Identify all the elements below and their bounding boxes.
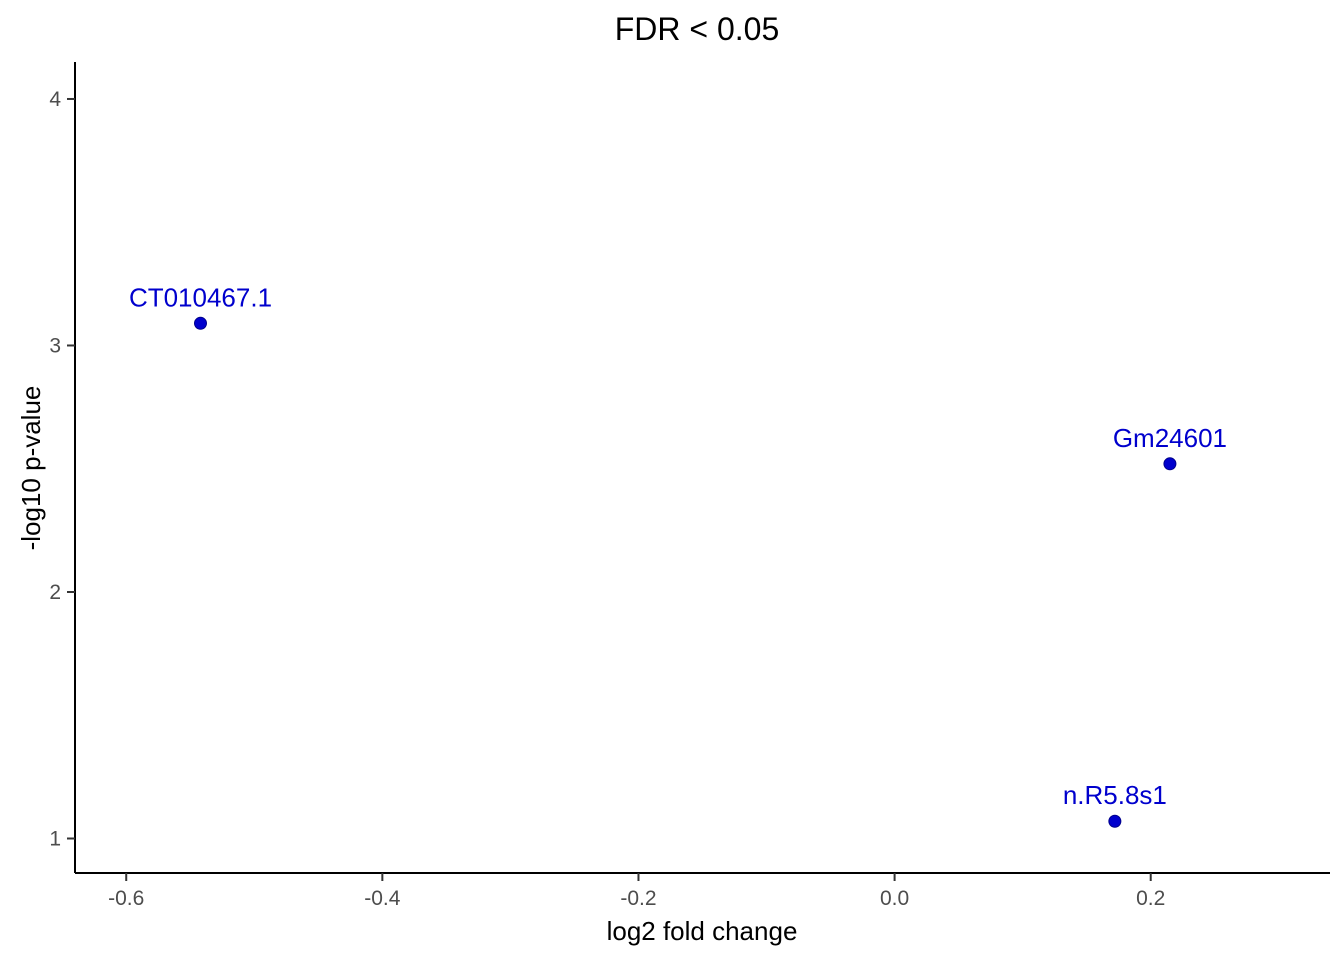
data-point-label: n.R5.8s1	[1063, 780, 1167, 810]
x-tick-label: 0.2	[1136, 887, 1165, 910]
data-point	[194, 316, 207, 330]
chart-title: FDR < 0.05	[615, 11, 780, 47]
x-axis-label: log2 fold change	[607, 916, 798, 946]
data-point	[1163, 457, 1177, 471]
x-tick-label: -0.4	[364, 887, 401, 910]
x-tick-label: -0.2	[620, 887, 656, 910]
x-tick-label: -0.6	[108, 887, 144, 910]
y-tick-label: 2	[49, 581, 61, 604]
data-point	[1108, 814, 1122, 828]
x-axis: -0.6 -0.4 -0.2 0.0 0.2	[75, 872, 1330, 910]
data-point-label: CT010467.1	[129, 282, 272, 312]
x-tick-label: 0.0	[880, 887, 909, 910]
y-tick-label: 3	[49, 334, 61, 357]
y-tick-label: 1	[49, 827, 61, 850]
data-points: CT010467.1 Gm24601 n.R5.8s1	[129, 282, 1227, 828]
data-point-label: Gm24601	[1113, 423, 1227, 453]
y-tick-label: 4	[49, 88, 61, 111]
y-axis-label: -log10 p-value	[16, 386, 46, 551]
y-axis: 1 2 3 4	[49, 62, 76, 873]
